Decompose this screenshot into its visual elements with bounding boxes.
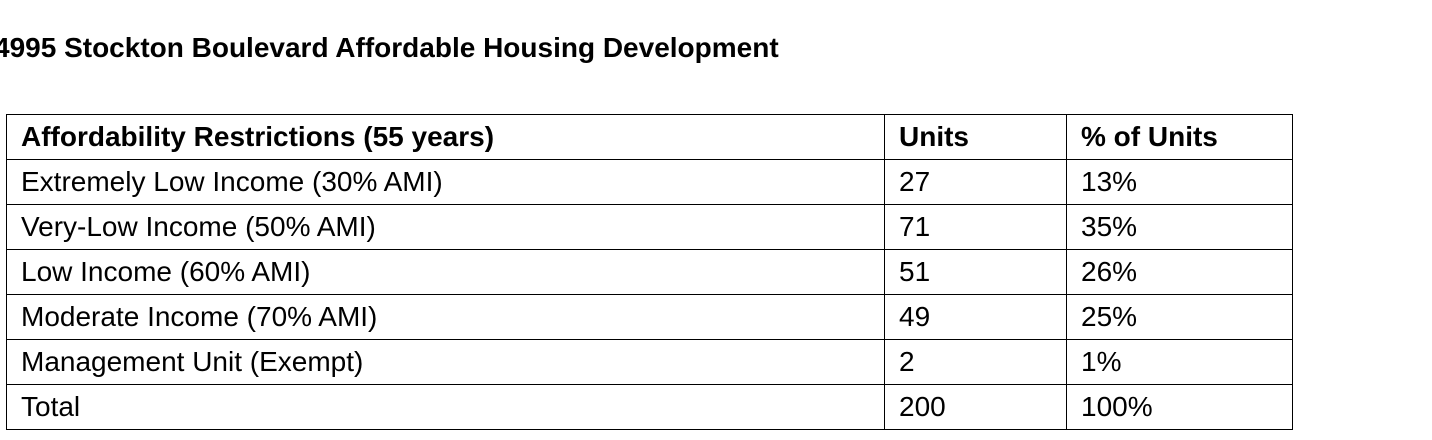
table-header-row: Affordability Restrictions (55 years) Un… xyxy=(6,114,1293,160)
header-percent-of-units: % of Units xyxy=(1066,114,1293,160)
table-row-management-unit: Management Unit (Exempt) 2 1% xyxy=(6,339,1293,385)
cell-units: 49 xyxy=(884,294,1067,340)
cell-percent: 26% xyxy=(1066,249,1293,295)
cell-units: 2 xyxy=(884,339,1067,385)
header-affordability-restrictions: Affordability Restrictions (55 years) xyxy=(6,114,885,160)
table-row-low-income: Low Income (60% AMI) 51 26% xyxy=(6,249,1293,295)
cell-units: 200 xyxy=(884,384,1067,430)
table-row-moderate-income: Moderate Income (70% AMI) 49 25% xyxy=(6,294,1293,340)
cell-category: Very-Low Income (50% AMI) xyxy=(6,204,885,250)
document-title: 4995 Stockton Boulevard Affordable Housi… xyxy=(0,32,779,63)
cell-percent: 35% xyxy=(1066,204,1293,250)
cell-units: 71 xyxy=(884,204,1067,250)
header-units: Units xyxy=(884,114,1067,160)
cell-units: 27 xyxy=(884,159,1067,205)
cell-category: Management Unit (Exempt) xyxy=(6,339,885,385)
cell-percent: 13% xyxy=(1066,159,1293,205)
cell-percent: 100% xyxy=(1066,384,1293,430)
cell-category: Extremely Low Income (30% AMI) xyxy=(6,159,885,205)
table-row-very-low-income: Very-Low Income (50% AMI) 71 35% xyxy=(6,204,1293,250)
cell-percent: 1% xyxy=(1066,339,1293,385)
cell-units: 51 xyxy=(884,249,1067,295)
cell-percent: 25% xyxy=(1066,294,1293,340)
table-row-extremely-low-income: Extremely Low Income (30% AMI) 27 13% xyxy=(6,159,1293,205)
cell-category: Total xyxy=(6,384,885,430)
table-row-total: Total 200 100% xyxy=(6,384,1293,430)
affordability-table: Affordability Restrictions (55 years) Un… xyxy=(6,114,1293,430)
cell-category: Moderate Income (70% AMI) xyxy=(6,294,885,340)
cell-category: Low Income (60% AMI) xyxy=(6,249,885,295)
